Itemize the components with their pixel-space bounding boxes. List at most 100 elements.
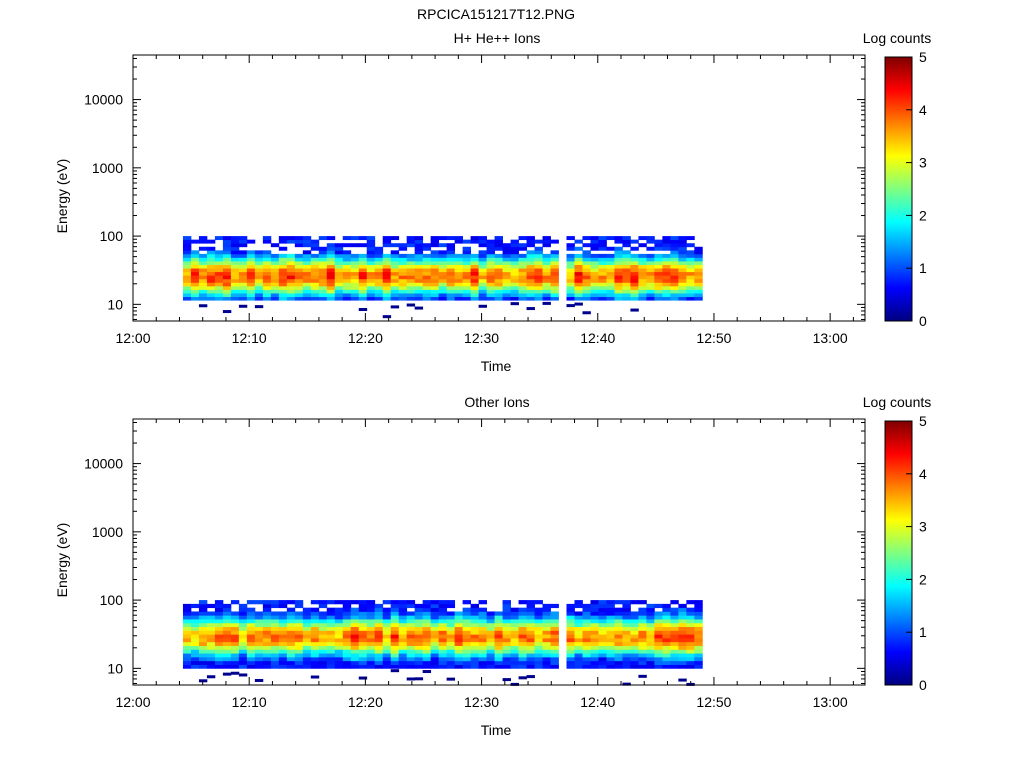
heatmap-cell	[358, 630, 368, 635]
heatmap-cell	[430, 278, 440, 283]
heatmap-cell	[694, 603, 703, 609]
heatmap-cell	[286, 268, 296, 273]
heatmap-cell	[534, 634, 543, 639]
heatmap-cell	[654, 622, 663, 628]
heatmap-cell	[342, 293, 352, 298]
heatmap-cell	[438, 607, 448, 612]
heatmap-cell	[262, 645, 272, 650]
heatmap-cell	[646, 638, 655, 643]
heatmap-cell	[334, 293, 344, 298]
heatmap-cell	[598, 645, 607, 650]
heatmap-cell	[342, 615, 352, 620]
heatmap-cell	[422, 243, 432, 248]
heatmap-cell	[486, 257, 495, 262]
heatmap-cell	[254, 630, 264, 635]
heatmap-cell	[566, 641, 575, 646]
heatmap-cell	[342, 645, 352, 650]
heatmap-cell	[446, 630, 456, 635]
heatmap-cell	[406, 236, 416, 241]
heatmap-cell	[238, 285, 248, 290]
heatmap-cell	[526, 261, 535, 265]
heatmap-cell	[414, 239, 424, 244]
heatmap-cell	[366, 622, 376, 628]
x-tick-label: 12:40	[580, 330, 615, 346]
heatmap-cell	[278, 236, 288, 241]
heatmap-cell	[262, 660, 272, 665]
heatmap-cell	[190, 656, 200, 662]
heatmap-cell	[566, 630, 575, 635]
heatmap-cell	[590, 638, 599, 643]
heatmap-cell	[510, 257, 519, 262]
heatmap-cell	[470, 293, 479, 298]
colorbar-tick-label: 5	[919, 49, 927, 65]
heatmap-cell	[654, 285, 663, 290]
heatmap-cell	[686, 293, 695, 298]
y-tick-label: 1000	[92, 524, 123, 540]
heatmap-cell	[454, 261, 464, 265]
heatmap-cell	[254, 278, 264, 283]
heatmap-cell	[382, 296, 392, 301]
heatmap-cell	[574, 630, 583, 635]
heatmap-cell	[390, 264, 400, 269]
heatmap-cell	[342, 278, 352, 283]
heatmap-cell	[198, 660, 208, 665]
heatmap-cell	[686, 271, 695, 276]
heatmap-cell	[494, 261, 503, 265]
heatmap-cell	[214, 264, 224, 269]
heatmap-cell	[462, 278, 472, 283]
heatmap-cell	[182, 243, 192, 248]
heatmap-cell	[526, 278, 535, 283]
heatmap-cell	[630, 296, 639, 301]
heatmap-cell	[478, 645, 487, 650]
heatmap-cell	[550, 268, 559, 273]
heatmap-cell	[622, 607, 631, 612]
heatmap-cell	[438, 285, 448, 290]
heatmap-cell	[470, 656, 479, 662]
heatmap-cell	[518, 289, 527, 294]
heatmap-cell	[510, 285, 519, 290]
heatmap-cell	[246, 653, 256, 658]
heatmap-cell	[366, 278, 376, 283]
heatmap-cell	[246, 257, 256, 262]
heatmap-cell	[622, 271, 631, 276]
heatmap-cell	[478, 304, 487, 308]
heatmap-cell	[494, 246, 503, 251]
heatmap-cell	[502, 250, 511, 255]
heatmap-cell	[198, 261, 208, 265]
heatmap-cell	[310, 656, 320, 662]
heatmap-cell	[382, 236, 392, 241]
heatmap-cell	[430, 603, 440, 609]
heatmap-cell	[678, 243, 687, 248]
heatmap-cell	[230, 278, 240, 283]
heatmap-cell	[446, 285, 456, 290]
heatmap-cell	[286, 653, 296, 658]
heatmap-cell	[222, 275, 232, 280]
heatmap-cell	[614, 649, 623, 654]
heatmap-cell	[254, 645, 264, 650]
heatmap-cell	[254, 285, 264, 290]
heatmap-cell	[694, 656, 703, 662]
heatmap-cell	[342, 664, 352, 669]
panel-1-xlabel: Time	[481, 358, 512, 374]
heatmap-cell	[598, 600, 607, 605]
heatmap-cell	[262, 634, 272, 639]
heatmap-cell	[534, 296, 543, 301]
heatmap-cell	[686, 289, 695, 294]
heatmap-cell	[294, 638, 304, 643]
heatmap-cell	[470, 619, 479, 624]
heatmap-cell	[334, 656, 344, 662]
heatmap-cell	[278, 257, 288, 262]
heatmap-cell	[238, 634, 248, 639]
heatmap-cell	[502, 619, 511, 624]
heatmap-cell	[262, 611, 272, 616]
heatmap-cell	[646, 660, 655, 665]
heatmap-cell	[302, 622, 312, 628]
heatmap-cell	[654, 243, 663, 248]
heatmap-cell	[438, 660, 448, 665]
heatmap-cell	[646, 275, 655, 280]
heatmap-cell	[462, 664, 472, 669]
heatmap-cell	[598, 664, 607, 669]
heatmap-cell	[630, 656, 639, 662]
heatmap-cell	[238, 630, 248, 635]
heatmap-cell	[670, 660, 679, 665]
